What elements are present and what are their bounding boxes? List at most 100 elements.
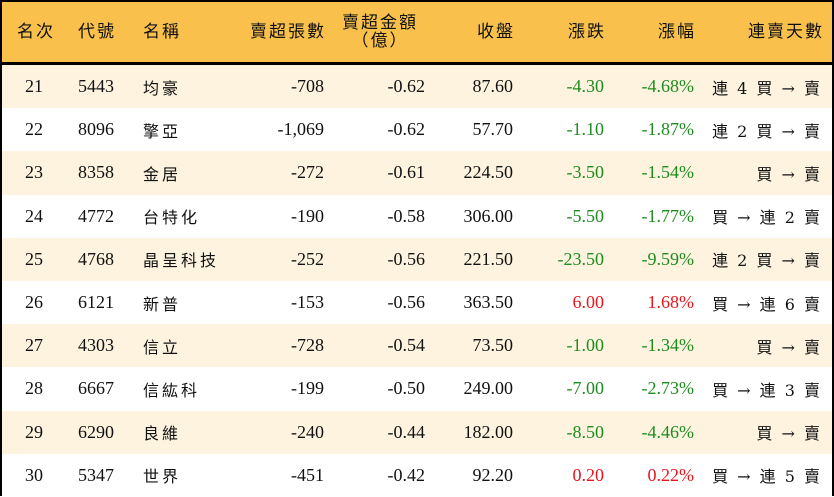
code-cell: 8358	[78, 162, 114, 183]
change-cell: -8.50	[566, 421, 605, 442]
sell-volume-cell: -451	[291, 464, 324, 485]
table-row: 23 8358 金居 -272 -0.61 224.50 -3.50 -1.54% 買 → 賣	[2, 151, 832, 195]
name-cell: 晶呈科技	[143, 251, 220, 271]
sell-volume-cell: -199	[291, 378, 324, 399]
change-cell: 0.20	[572, 464, 605, 485]
header-sell-amount-line2: （億）	[351, 31, 409, 51]
change-pct-cell: -1.54%	[641, 162, 695, 183]
rank-cell: 25	[25, 248, 43, 269]
table-row: 30 5347 世界 -451 -0.42 92.20 0.20 0.22% 買 → 連 5 賣	[2, 453, 832, 497]
header-change: 漲跌	[568, 22, 606, 42]
change-cell: -1.00	[566, 335, 605, 356]
table-header: 名次 代號 名稱 賣超張數 賣超金額 （億） 收盤 漲跌 漲幅 連賣天數	[2, 2, 832, 65]
sell-volume-cell: -272	[291, 162, 324, 183]
name-cell: 信紘科	[143, 380, 201, 400]
sell-amount-cell: -0.58	[387, 205, 426, 226]
table-row: 26 6121 新普 -153 -0.56 363.50 6.00 1.68% 買 → 連 6 …	[2, 280, 832, 325]
streak-cell: 連 4 買 → 賣	[712, 78, 822, 98]
sell-volume-cell: -240	[291, 421, 324, 442]
change-pct-cell: 1.68%	[647, 292, 695, 313]
code-cell: 4768	[78, 248, 114, 269]
code-cell: 8096	[78, 119, 114, 140]
name-cell: 信立	[143, 337, 182, 357]
change-cell: -1.10	[566, 119, 605, 140]
rank-cell: 27	[25, 335, 43, 356]
header-code: 代號	[78, 22, 116, 42]
name-cell: 世界	[143, 467, 182, 487]
change-cell: -23.50	[557, 248, 605, 269]
close-cell: 57.70	[472, 119, 514, 140]
streak-cell: 買 → 連 3 賣	[712, 380, 822, 400]
header-name: 名稱	[143, 22, 181, 42]
code-cell: 6121	[78, 292, 114, 313]
change-cell: -5.50	[566, 205, 605, 226]
change-pct-cell: -4.68%	[641, 76, 695, 97]
change-pct-cell: -4.46%	[641, 421, 695, 442]
streak-cell: 連 2 買 → 賣	[712, 121, 822, 141]
table-row: 24 4772 台特化 -190 -0.58 306.00 -5.50 -1.77% 買 → 連…	[2, 194, 832, 238]
name-cell: 金居	[143, 164, 182, 184]
code-cell: 4772	[78, 205, 114, 226]
close-cell: 224.50	[463, 162, 514, 183]
sell-volume-cell: -728	[291, 335, 324, 356]
close-cell: 92.20	[472, 464, 514, 485]
name-cell: 台特化	[143, 208, 201, 228]
table-row: 27 4303 信立 -728 -0.54 73.50 -1.00 -1.34% 買 → 賣	[2, 324, 832, 368]
header-streak: 連賣天數	[748, 22, 824, 42]
close-cell: 73.50	[472, 335, 514, 356]
header-sell-amount: 賣超金額 （億）	[332, 2, 428, 62]
rank-cell: 30	[25, 464, 43, 485]
table-row: 25 4768 晶呈科技 -252 -0.56 221.50 -23.50 -9.59% 連 2…	[2, 237, 832, 281]
rank-cell: 29	[25, 421, 43, 442]
sell-amount-cell: -0.44	[387, 421, 426, 442]
change-pct-cell: -1.87%	[641, 119, 695, 140]
streak-cell: 連 2 買 → 賣	[712, 251, 822, 271]
close-cell: 87.60	[472, 76, 514, 97]
header-sell-volume: 賣超張數	[250, 22, 326, 42]
table-body: 21 5443 均豪 -708 -0.62 87.60 -4.30 -4.68% 連 4 買 →…	[2, 65, 832, 497]
change-cell: -3.50	[566, 162, 605, 183]
sell-amount-cell: -0.50	[387, 378, 426, 399]
header-sell-amount-line1: 賣超金額	[342, 13, 418, 33]
streak-cell: 買 → 賣	[756, 164, 822, 184]
name-cell: 均豪	[143, 78, 182, 98]
close-cell: 363.50	[463, 292, 514, 313]
header-close: 收盤	[477, 22, 515, 42]
name-cell: 新普	[143, 294, 182, 314]
name-cell: 良維	[143, 424, 182, 444]
sell-volume-cell: -153	[291, 292, 324, 313]
header-rank: 名次	[17, 22, 55, 42]
rank-cell: 26	[25, 292, 43, 313]
streak-cell: 買 → 連 2 賣	[712, 208, 822, 228]
table-row: 21 5443 均豪 -708 -0.62 87.60 -4.30 -4.68% 連 4 買 →…	[2, 65, 832, 109]
header-change-pct: 漲幅	[658, 22, 696, 42]
change-pct-cell: -9.59%	[641, 248, 695, 269]
code-cell: 5443	[78, 76, 114, 97]
close-cell: 249.00	[463, 378, 514, 399]
close-cell: 306.00	[463, 205, 514, 226]
sell-volume-cell: -190	[291, 205, 324, 226]
rank-cell: 23	[25, 162, 43, 183]
change-pct-cell: -1.77%	[641, 205, 695, 226]
streak-cell: 買 → 連 6 賣	[712, 294, 822, 314]
sell-volume-cell: -1,069	[277, 119, 325, 140]
sell-volume-cell: -252	[291, 248, 324, 269]
streak-cell: 買 → 連 5 賣	[712, 467, 822, 487]
change-pct-cell: 0.22%	[647, 464, 695, 485]
streak-cell: 買 → 賣	[756, 424, 822, 444]
sell-amount-cell: -0.62	[387, 76, 426, 97]
change-cell: 6.00	[572, 292, 605, 313]
sell-amount-cell: -0.54	[387, 335, 426, 356]
close-cell: 221.50	[463, 248, 514, 269]
streak-cell: 買 → 賣	[756, 337, 822, 357]
table-row: 29 6290 良維 -240 -0.44 182.00 -8.50 -4.46% 買 → 賣	[2, 410, 832, 454]
table-row: 28 6667 信紘科 -199 -0.50 249.00 -7.00 -2.73% 買 → 連…	[2, 367, 832, 411]
change-cell: -7.00	[566, 378, 605, 399]
rank-cell: 21	[25, 76, 43, 97]
rank-cell: 24	[25, 205, 43, 226]
sell-amount-cell: -0.56	[387, 248, 426, 269]
sell-amount-cell: -0.62	[387, 119, 426, 140]
close-cell: 182.00	[463, 421, 514, 442]
rank-cell: 22	[25, 119, 43, 140]
